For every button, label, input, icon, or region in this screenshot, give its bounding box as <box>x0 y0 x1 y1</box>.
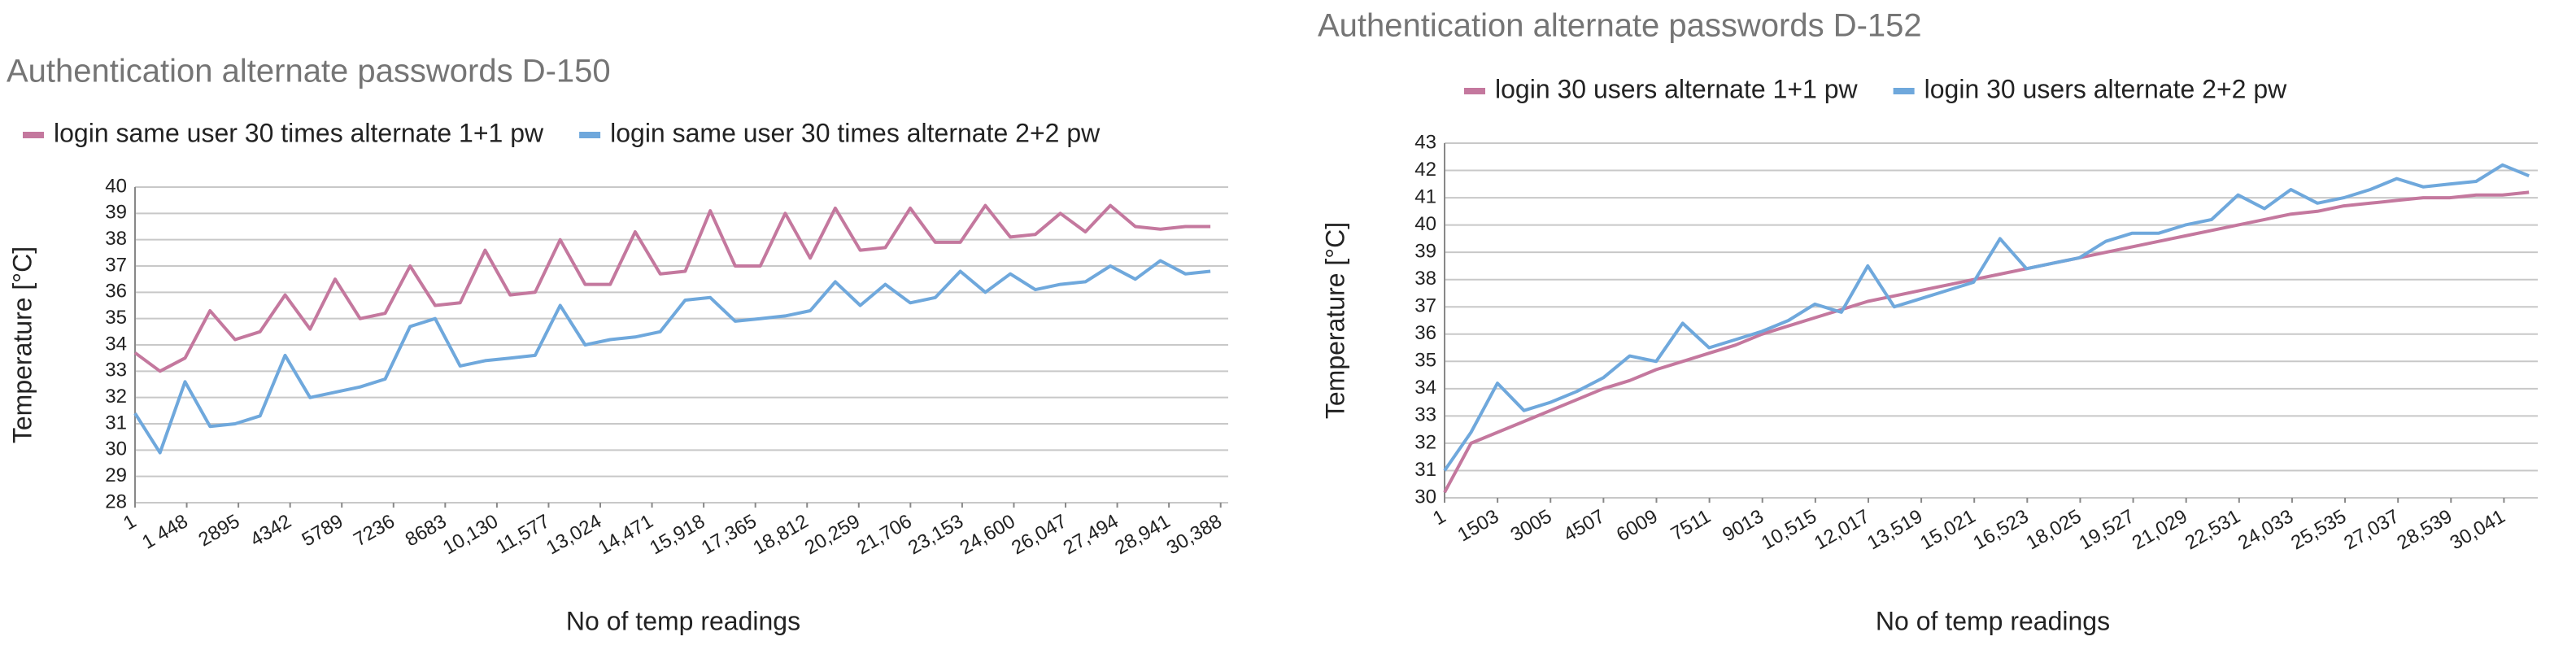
data-line <box>133 203 1211 373</box>
y-tick-label: 40 <box>1414 213 1436 235</box>
x-tick-label: 1 448 <box>138 510 192 553</box>
x-tick-label: 18,025 <box>2023 505 2086 554</box>
y-tick-label: 36 <box>105 281 127 303</box>
y-tick-label: 28 <box>105 490 127 512</box>
x-tick-label: 20,259 <box>801 510 864 559</box>
legend-label: login 30 users alternate 1+1 pw <box>1495 74 1859 103</box>
x-tick-label: 27,037 <box>2340 505 2403 554</box>
x-tick-label: 1 <box>120 510 140 534</box>
x-tick-label: 3005 <box>1507 505 1556 546</box>
y-axis-title: Temperature [°C] <box>7 246 37 443</box>
x-tick-label: 1503 <box>1454 505 1503 546</box>
x-tick-label: 1 <box>1429 505 1449 530</box>
x-tick-label: 6009 <box>1613 505 1662 546</box>
y-tick-label: 40 <box>105 175 127 197</box>
y-tick-label: 41 <box>1414 185 1436 207</box>
data-line <box>133 259 1211 455</box>
y-tick-label: 30 <box>1414 486 1436 508</box>
y-tick-label: 39 <box>105 202 127 224</box>
x-tick-label: 19,527 <box>2076 505 2138 554</box>
x-tick-label: 13,519 <box>1863 505 1926 554</box>
y-tick-label: 32 <box>1414 431 1436 453</box>
x-tick-label: 2895 <box>195 510 244 551</box>
x-tick-label: 24,600 <box>957 510 1019 559</box>
y-tick-label: 34 <box>1414 377 1436 399</box>
y-tick-label: 39 <box>1414 240 1436 262</box>
x-tick-label: 30,041 <box>2447 505 2509 554</box>
x-axis-title: No of temp readings <box>1876 606 2110 635</box>
x-tick-label: 23,153 <box>904 510 967 559</box>
x-tick-label: 27,494 <box>1060 510 1122 559</box>
y-tick-label: 35 <box>1414 350 1436 372</box>
x-tick-label: 21,706 <box>852 510 915 559</box>
y-axis-title: Temperature [°C] <box>1320 222 1349 419</box>
x-tick-label: 7511 <box>1667 505 1715 545</box>
y-tick-label: 35 <box>105 307 127 329</box>
y-tick-label: 33 <box>1414 404 1436 426</box>
x-tick-label: 24,033 <box>2234 505 2297 554</box>
y-tick-label: 38 <box>105 228 127 250</box>
x-tick-label: 4507 <box>1560 505 1609 546</box>
x-tick-label: 14,471 <box>595 510 657 559</box>
x-tick-label: 25,535 <box>2287 505 2350 554</box>
x-tick-label: 13,024 <box>543 510 605 559</box>
x-tick-label: 15,021 <box>1916 505 1979 554</box>
x-tick-label: 11,577 <box>492 510 554 558</box>
x-axis-title: No of temp readings <box>566 606 800 635</box>
y-tick-label: 31 <box>105 412 127 434</box>
legend-label: login same user 30 times alternate 2+2 p… <box>610 118 1101 147</box>
y-tick-label: 33 <box>105 360 127 382</box>
y-tick-label: 42 <box>1414 159 1436 181</box>
x-tick-label: 30,388 <box>1163 510 1226 559</box>
x-tick-label: 4342 <box>246 510 295 551</box>
x-tick-label: 10,130 <box>439 510 502 559</box>
y-tick-label: 37 <box>1414 295 1436 317</box>
x-tick-label: 7236 <box>350 510 399 551</box>
chart-title: Authentication alternate passwords D-152 <box>1318 8 1922 44</box>
legend-label: login same user 30 times alternate 1+1 p… <box>54 118 544 147</box>
data-line <box>1443 163 2530 472</box>
x-tick-label: 15,918 <box>646 510 708 559</box>
y-tick-label: 38 <box>1414 268 1436 290</box>
x-tick-label: 21,029 <box>2129 505 2191 554</box>
legend-label: login 30 users alternate 2+2 pw <box>1924 74 2288 103</box>
x-tick-label: 22,531 <box>2182 505 2244 554</box>
x-tick-label: 10,515 <box>1758 505 1820 554</box>
data-line <box>1443 190 2530 494</box>
y-tick-label: 31 <box>1414 459 1436 481</box>
y-tick-label: 29 <box>105 464 127 486</box>
y-tick-label: 36 <box>1414 322 1436 344</box>
chart-title: Authentication alternate passwords D-150 <box>7 54 611 89</box>
y-tick-label: 37 <box>105 254 127 276</box>
y-tick-label: 32 <box>105 386 127 408</box>
y-tick-label: 30 <box>105 438 127 460</box>
x-tick-label: 16,523 <box>1969 505 2032 554</box>
y-tick-label: 34 <box>105 333 127 355</box>
x-tick-label: 17,365 <box>698 510 761 559</box>
x-tick-label: 28,941 <box>1111 510 1174 559</box>
x-tick-label: 18,812 <box>749 510 812 559</box>
y-tick-label: 43 <box>1414 131 1436 153</box>
x-tick-label: 12,017 <box>1811 505 1873 554</box>
x-tick-label: 5789 <box>299 510 347 551</box>
x-tick-label: 26,047 <box>1008 510 1070 559</box>
x-tick-label: 28,539 <box>2393 505 2456 554</box>
